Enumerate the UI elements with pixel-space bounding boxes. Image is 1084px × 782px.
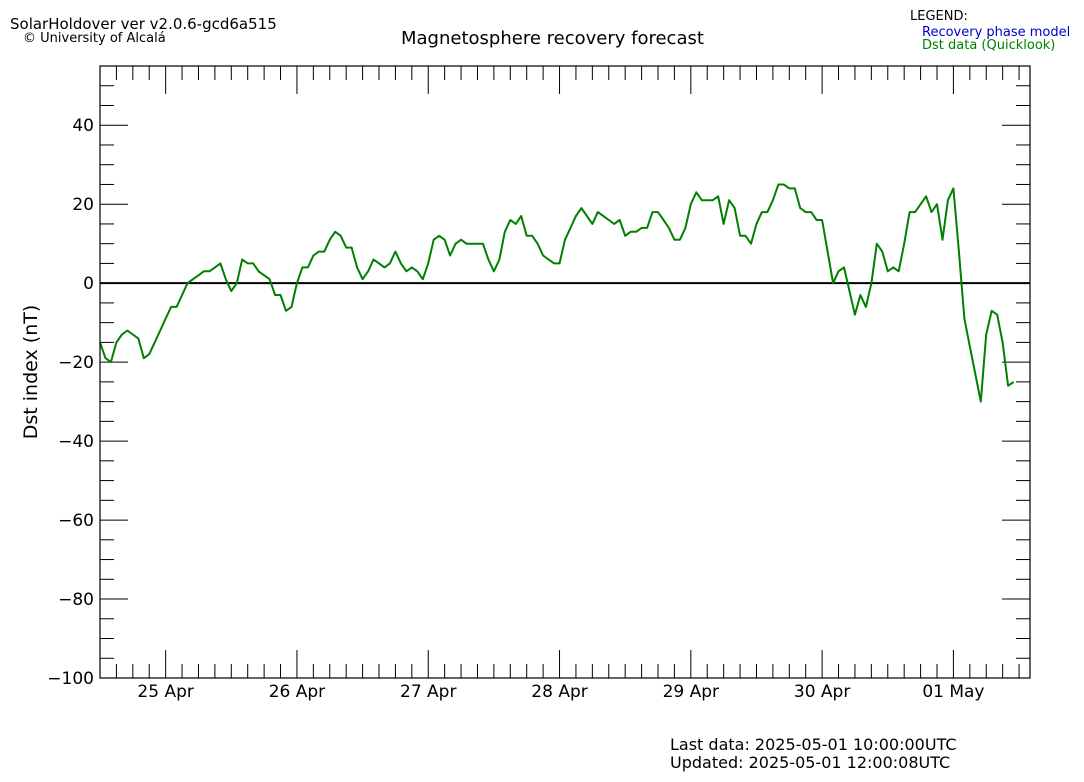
x-tick-label: 28 Apr [531,682,587,702]
x-tick-label: 30 Apr [794,682,850,702]
chart-title: Magnetosphere recovery forecast [401,28,704,49]
y-tick-label: −100 [47,669,94,689]
x-tick-label: 26 Apr [269,682,325,702]
series-line-dst [99,183,1015,403]
y-tick-label: −40 [58,432,94,452]
legend-item-dst-data: Dst data (Quicklook) [922,38,1056,53]
tick-marks [99,65,1030,679]
x-tick-label: 01 May [922,682,984,702]
x-tick-label: 27 Apr [400,682,456,702]
series-layer [99,183,1015,403]
plot-frame [99,65,1031,679]
tick-labels: 40 20 0 −20 −40 −60 −80 −100 25 Apr 26 Apr 27 Apr 2… [47,116,984,702]
y-tick-label: −20 [58,353,94,373]
x-tick-label: 29 Apr [663,682,719,702]
y-tick-label: 40 [72,116,94,136]
y-tick-label: −80 [58,590,94,610]
x-tick-label: 25 Apr [137,682,193,702]
y-tick-label: 0 [83,274,94,294]
last-data-timestamp: Last data: 2025-05-01 10:00:00UTC [670,735,957,754]
legend-title: LEGEND: [910,9,968,24]
app-title: SolarHoldover ver v2.0.6-gcd6a515 [10,15,277,33]
legend-item-recovery-model: Recovery phase model [922,25,1071,40]
updated-timestamp: Updated: 2025-05-01 12:00:08UTC [670,753,951,772]
y-tick-label: −60 [58,511,94,531]
y-axis-label: Dst index (nT) [20,305,42,440]
copyright-notice: © University of Alcalá [23,31,166,46]
y-tick-label: 20 [72,195,94,215]
